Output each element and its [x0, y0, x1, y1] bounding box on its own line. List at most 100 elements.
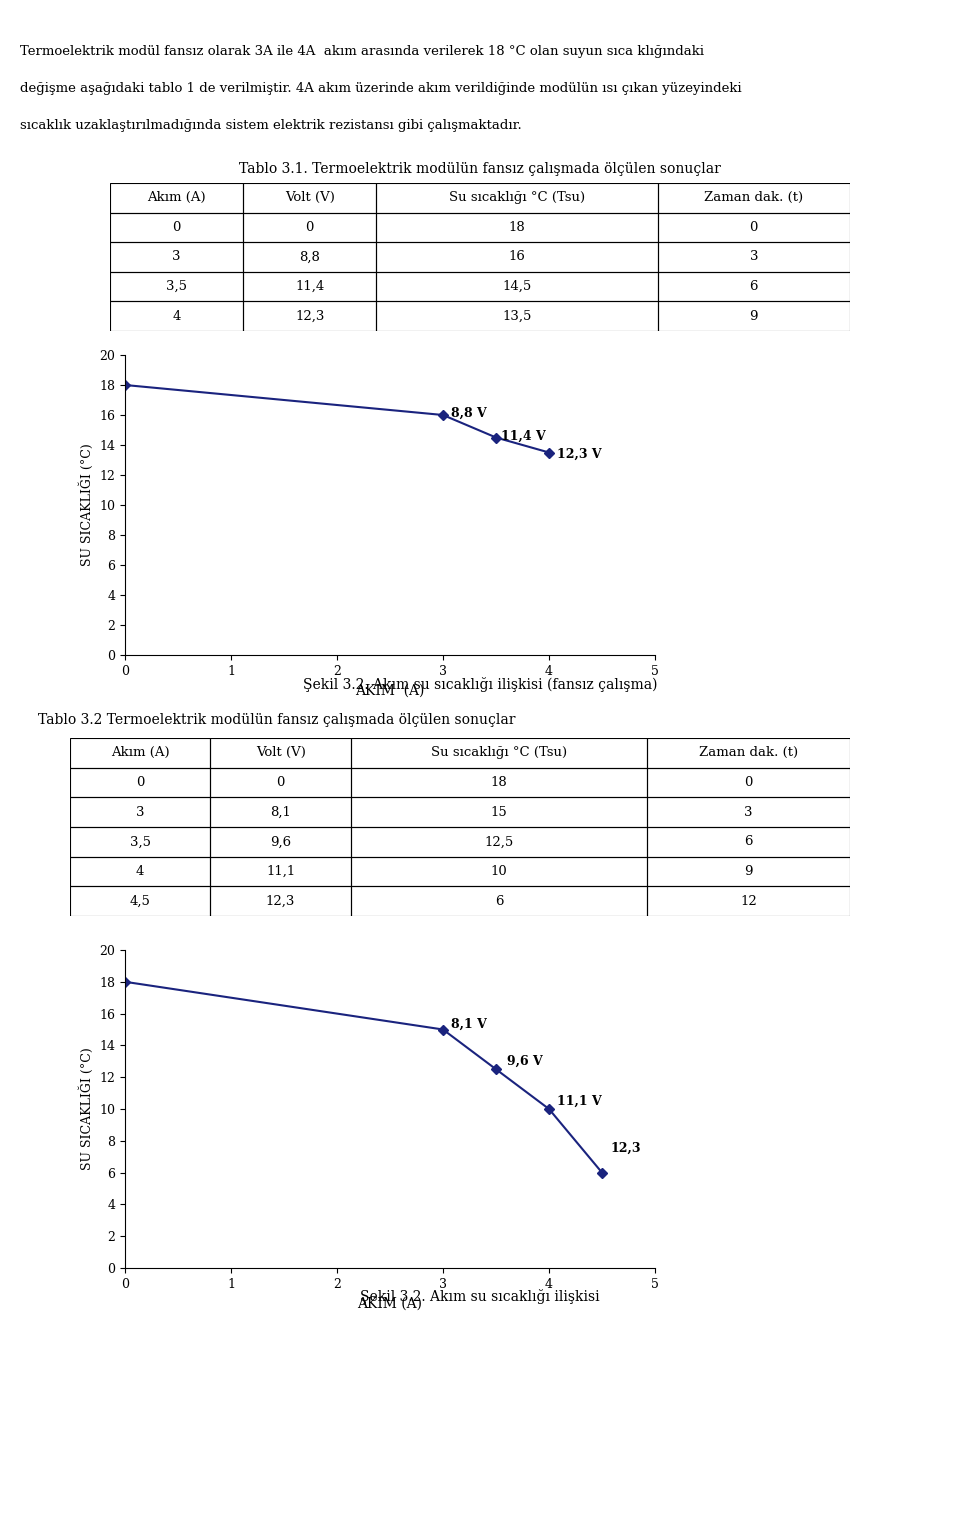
Bar: [110, 302, 243, 331]
Text: 12,3: 12,3: [266, 894, 296, 908]
Bar: [647, 887, 850, 916]
Text: Şekil 3.2. Akım su sıcaklığı ilişkisi: Şekil 3.2. Akım su sıcaklığı ilişkisi: [360, 1288, 600, 1303]
Text: Termoelektrik modül fansız olarak 3A ile 4A  akım arasında verilerek 18 °C olan : Termoelektrik modül fansız olarak 3A ile…: [20, 44, 704, 58]
Bar: [243, 183, 376, 212]
Text: Su sıcaklığı °C (Tsu): Su sıcaklığı °C (Tsu): [449, 191, 585, 204]
Text: değişme aşağıdaki tablo 1 de verilmiştir. 4A akım üzerinde akım verildiğinde mod: değişme aşağıdaki tablo 1 de verilmiştir…: [20, 82, 742, 95]
Bar: [350, 827, 647, 856]
Text: 0: 0: [136, 777, 144, 789]
Text: 11,1: 11,1: [266, 865, 296, 877]
Text: Akım (A): Akım (A): [147, 191, 205, 204]
Bar: [350, 739, 647, 768]
Text: 12,3 V: 12,3 V: [558, 447, 602, 461]
Text: 3: 3: [136, 806, 144, 818]
Bar: [110, 243, 243, 272]
Bar: [110, 272, 243, 302]
Bar: [243, 212, 376, 243]
Bar: [210, 887, 350, 916]
Text: 9,6 V: 9,6 V: [507, 1054, 542, 1068]
Text: 9: 9: [744, 865, 753, 877]
Bar: [658, 183, 850, 212]
Text: 0: 0: [305, 221, 314, 233]
Text: 6: 6: [750, 281, 758, 293]
Bar: [647, 827, 850, 856]
Bar: [70, 797, 210, 827]
Bar: [658, 272, 850, 302]
Text: Su sıcaklığı °C (Tsu): Su sıcaklığı °C (Tsu): [431, 746, 567, 760]
Y-axis label: SU SICAKLIĞI (°C): SU SICAKLIĞI (°C): [79, 1048, 94, 1170]
X-axis label: AKIM (A): AKIM (A): [357, 1296, 422, 1311]
Text: 14,5: 14,5: [502, 281, 532, 293]
Text: 11,1 V: 11,1 V: [558, 1094, 602, 1108]
Bar: [658, 302, 850, 331]
Text: 16: 16: [509, 250, 525, 264]
Text: Volt (V): Volt (V): [255, 746, 305, 760]
Text: 8,8: 8,8: [300, 250, 321, 264]
Text: Tablo 3.2 Termoelektrik modülün fansız çalışmada ölçülen sonuçlar: Tablo 3.2 Termoelektrik modülün fansız ç…: [38, 713, 516, 726]
Bar: [210, 768, 350, 797]
Text: 6: 6: [494, 894, 503, 908]
Text: 3,5: 3,5: [130, 835, 151, 848]
Text: 12,3: 12,3: [295, 310, 324, 322]
Text: 0: 0: [744, 777, 753, 789]
Bar: [70, 768, 210, 797]
Bar: [376, 302, 658, 331]
Y-axis label: SU SICAKLIĞI (°C): SU SICAKLIĞI (°C): [79, 444, 94, 566]
Text: 8,1 V: 8,1 V: [451, 1018, 488, 1032]
Text: 4,5: 4,5: [130, 894, 151, 908]
Text: 12,5: 12,5: [485, 835, 514, 848]
Text: 8,1: 8,1: [270, 806, 291, 818]
Bar: [350, 768, 647, 797]
Text: 3,5: 3,5: [166, 281, 187, 293]
Text: 9: 9: [750, 310, 758, 322]
Bar: [376, 183, 658, 212]
Text: Termoelektrik Etkiler Ve Soğutma Etkinliğinin Uygulanması: Termoelektrik Etkiler Ve Soğutma Etkinli…: [431, 9, 946, 23]
Bar: [110, 183, 243, 212]
Text: 4: 4: [136, 865, 144, 877]
Bar: [647, 797, 850, 827]
Text: 3: 3: [744, 806, 753, 818]
Text: Zaman dak. (t): Zaman dak. (t): [705, 191, 804, 204]
Bar: [70, 827, 210, 856]
Bar: [647, 856, 850, 887]
Bar: [376, 272, 658, 302]
Text: Akım (A): Akım (A): [111, 746, 170, 760]
Text: 0: 0: [750, 221, 758, 233]
Bar: [210, 739, 350, 768]
Bar: [70, 856, 210, 887]
Bar: [350, 887, 647, 916]
Bar: [110, 212, 243, 243]
Text: 12: 12: [740, 894, 757, 908]
Text: Şekil 3.2. Akım su sıcaklığı ilişkisi (fansız çalışma): Şekil 3.2. Akım su sıcaklığı ilişkisi (f…: [302, 676, 658, 691]
Text: 18: 18: [509, 221, 525, 233]
Text: 13,5: 13,5: [502, 310, 532, 322]
Text: Volt (V): Volt (V): [285, 191, 335, 204]
Bar: [647, 768, 850, 797]
Text: 0: 0: [276, 777, 285, 789]
Text: 70: 70: [14, 8, 39, 24]
Bar: [647, 739, 850, 768]
Bar: [376, 212, 658, 243]
Bar: [210, 827, 350, 856]
Text: 15: 15: [491, 806, 508, 818]
Bar: [70, 887, 210, 916]
Text: 4: 4: [173, 310, 180, 322]
Bar: [658, 243, 850, 272]
Bar: [350, 856, 647, 887]
Text: 3: 3: [750, 250, 758, 264]
Bar: [243, 272, 376, 302]
Text: 11,4: 11,4: [295, 281, 324, 293]
Bar: [210, 856, 350, 887]
Text: 6: 6: [744, 835, 753, 848]
Bar: [243, 243, 376, 272]
Text: 0: 0: [173, 221, 180, 233]
Bar: [70, 739, 210, 768]
Bar: [376, 243, 658, 272]
Text: sıcaklık uzaklaştırılmadığında sistem elektrik rezistansı gibi çalışmaktadır.: sıcaklık uzaklaştırılmadığında sistem el…: [20, 119, 521, 133]
Text: Zaman dak. (t): Zaman dak. (t): [699, 746, 798, 760]
Text: 12,3: 12,3: [611, 1143, 641, 1155]
X-axis label: AKIM  (A): AKIM (A): [355, 684, 424, 697]
Bar: [210, 797, 350, 827]
Bar: [658, 212, 850, 243]
Text: 18: 18: [491, 777, 508, 789]
